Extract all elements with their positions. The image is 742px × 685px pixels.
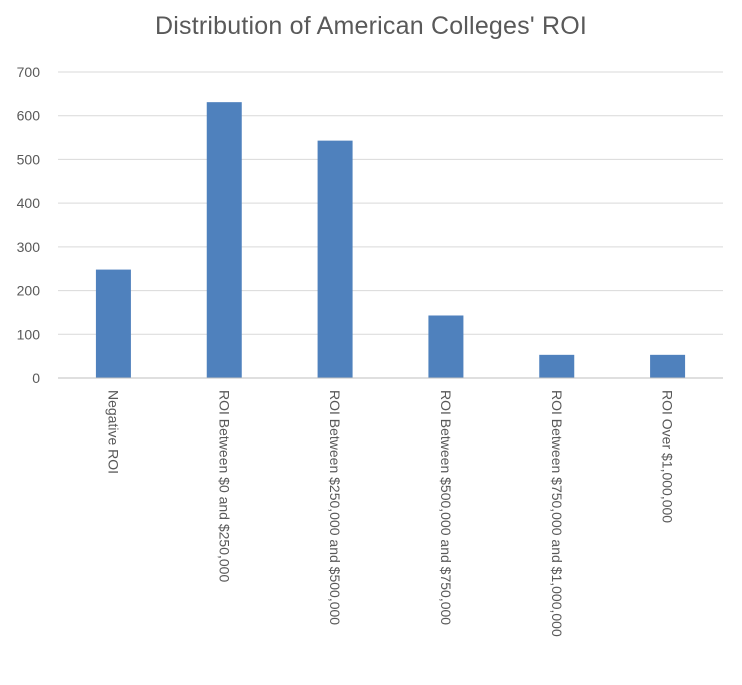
x-tick-label: ROI Between $0 and $250,000 <box>216 390 232 582</box>
y-tick-label: 400 <box>17 195 41 211</box>
y-axis-tick-labels: 0 100 200 300 400 500 600 700 <box>17 64 41 386</box>
x-tick-label: ROI Between $250,000 and $500,000 <box>327 390 343 625</box>
y-tick-label: 100 <box>17 326 41 342</box>
bars <box>95 102 686 379</box>
bar <box>206 102 242 379</box>
y-tick-label: 500 <box>17 151 41 167</box>
chart-title: Distribution of American Colleges' ROI <box>155 12 587 40</box>
y-tick-label: 600 <box>17 108 41 124</box>
y-tick-label: 300 <box>17 239 41 255</box>
bar <box>428 315 464 378</box>
x-tick-label: Negative ROI <box>105 390 121 474</box>
gridlines <box>58 71 723 335</box>
bar <box>650 354 686 378</box>
x-tick-label: ROI Between $500,000 and $750,000 <box>438 390 454 625</box>
bar <box>95 269 131 378</box>
y-tick-label: 200 <box>17 283 41 299</box>
y-tick-label: 0 <box>32 370 40 386</box>
bar <box>317 140 353 378</box>
x-tick-label: ROI Between $750,000 and $1,000,000 <box>549 390 565 637</box>
y-tick-label: 700 <box>17 64 41 80</box>
x-tick-label: ROI Over $1,000,000 <box>660 390 676 523</box>
x-axis-tick-labels: Negative ROI ROI Between $0 and $250,000 R… <box>105 390 675 637</box>
bar <box>539 354 575 378</box>
